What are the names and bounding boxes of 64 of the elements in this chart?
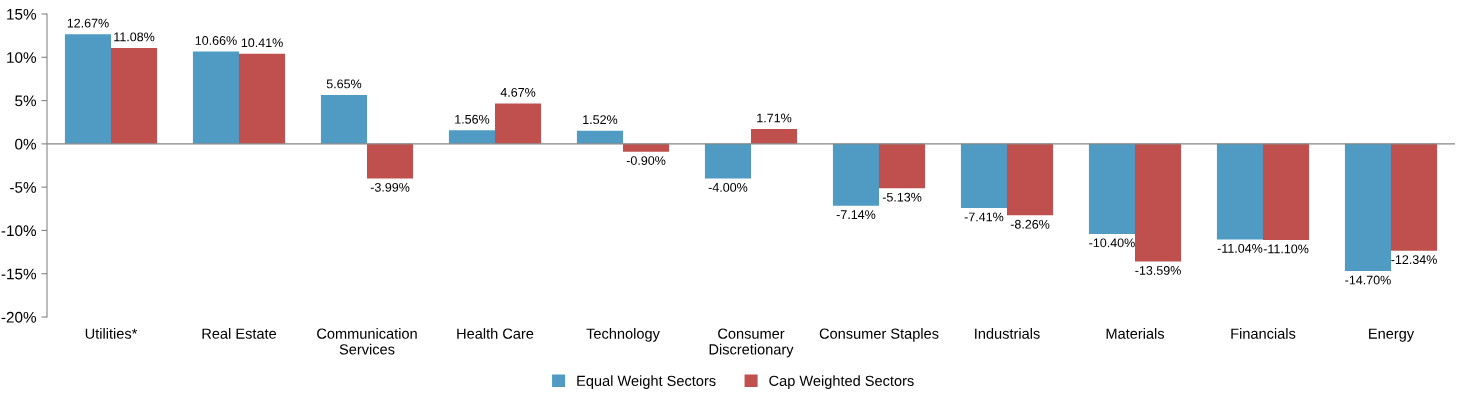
data-label: -11.04%: [1217, 243, 1263, 253]
y-tick-label: -10%: [1, 225, 37, 237]
y-tick-label: 10%: [7, 52, 37, 63]
data-label: -11.10%: [1263, 244, 1309, 254]
legend-label: Equal Weight Sectors: [577, 375, 716, 389]
data-label: 1.52%: [583, 115, 618, 125]
y-tick-label: 5%: [15, 95, 37, 107]
bar: [1135, 143, 1182, 262]
data-label: -10.40%: [1089, 238, 1135, 248]
bar: [367, 143, 414, 179]
data-label: 10.41%: [241, 38, 283, 48]
data-label: -4.00%: [708, 182, 748, 192]
data-label: 5.65%: [326, 79, 362, 89]
x-tick-label: Financials: [1231, 328, 1296, 339]
data-label: -5.13%: [882, 192, 922, 202]
data-label: -14.70%: [1345, 275, 1391, 285]
y-tick-label: -5%: [10, 182, 37, 193]
data-label: -8.26%: [1010, 219, 1050, 229]
bar: [111, 47, 158, 144]
data-label: -0.90%: [626, 156, 666, 165]
data-label: 12.67%: [67, 18, 109, 28]
bar: [879, 143, 926, 189]
data-label: 4.67%: [500, 87, 536, 97]
bar: [1344, 143, 1391, 272]
bar: [1216, 143, 1263, 240]
data-label: 10.66%: [195, 36, 237, 45]
bar: [192, 51, 239, 144]
x-tick-label: Communication Services: [317, 328, 417, 355]
y-tick-label: 0%: [15, 138, 37, 150]
bar: [1088, 143, 1135, 234]
bar: [704, 143, 751, 179]
y-tick-label: 15%: [7, 8, 37, 20]
data-label: -13.59%: [1135, 266, 1181, 275]
bar: [1391, 143, 1438, 251]
bar: [1263, 143, 1310, 240]
data-label: -12.34%: [1391, 255, 1437, 265]
data-label: -3.99%: [370, 182, 410, 192]
bar: [1007, 143, 1054, 216]
x-tick-label: Real Estate: [202, 328, 277, 339]
legend-label: Cap Weighted Sectors: [769, 375, 914, 389]
bar: [576, 130, 623, 144]
bar: [495, 103, 542, 144]
bar: [448, 130, 495, 144]
bar: [239, 53, 286, 144]
x-tick-label: Energy: [1369, 328, 1415, 342]
bar: [960, 143, 1007, 209]
x-tick-label: Consumer Staples: [819, 328, 939, 342]
bar: [832, 143, 879, 206]
data-label: -7.14%: [836, 210, 876, 219]
y-tick-label: -15%: [1, 268, 37, 280]
bar: [320, 94, 367, 144]
x-tick-label: Health Care: [457, 328, 534, 339]
data-label: -7.41%: [964, 212, 1004, 222]
data-label: 11.08%: [114, 32, 155, 42]
x-tick-label: Utilities*: [85, 328, 138, 339]
data-label: 1.71%: [757, 113, 792, 123]
bar: [751, 129, 798, 144]
x-tick-label: Industrials: [975, 328, 1040, 339]
data-label: 1.56%: [455, 114, 490, 124]
x-tick-label: Consumer Discretionary: [709, 328, 794, 358]
y-tick-label: -20%: [1, 311, 37, 323]
bar: [64, 34, 111, 144]
x-tick-label: Technology: [586, 328, 660, 342]
x-tick-label: Materials: [1106, 328, 1165, 339]
